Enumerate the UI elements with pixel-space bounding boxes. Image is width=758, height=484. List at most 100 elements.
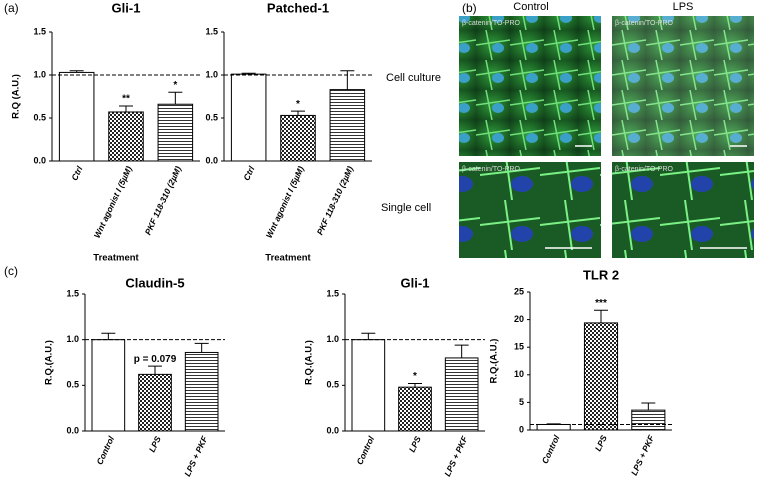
- y-tick-label: 25: [514, 286, 524, 296]
- bar: [398, 386, 432, 432]
- column-label: Control: [513, 1, 548, 13]
- y-tick-label: 1.5: [205, 26, 218, 36]
- y-axis-label: R.Q.(A.U.): [44, 340, 55, 385]
- y-axis-label: R.Q (A.U.): [11, 74, 22, 119]
- image-caption: β-catenin/TO-PRO: [615, 20, 674, 27]
- x-tick-label: LPS: [407, 434, 423, 454]
- y-tick-label: 10: [514, 369, 524, 379]
- bar: [184, 351, 219, 432]
- row-label: Single cell: [381, 202, 431, 214]
- x-tick-label: Wnt agonist I (5µM): [92, 164, 134, 239]
- image-caption: β-catenin/TO-PRO: [615, 166, 674, 173]
- y-tick-label: 0.5: [66, 380, 79, 390]
- y-tick-label: 0.0: [326, 425, 339, 435]
- y-tick-label: 1.0: [205, 69, 218, 79]
- error-bar: [241, 72, 256, 75]
- x-tick-label: PKF 118-310 (2µM): [315, 164, 356, 236]
- x-tick-label: Wnt agonist I (5µM): [264, 164, 306, 239]
- error-bar: [340, 70, 355, 90]
- bar: [91, 339, 126, 432]
- error-bar: [546, 423, 561, 425]
- chart-title: TLR 2: [583, 267, 619, 282]
- micrograph: [612, 162, 754, 258]
- x-tick-label: Ctrl: [69, 164, 85, 182]
- chart-title: Claudin-5: [125, 275, 184, 290]
- micrograph: [459, 162, 601, 258]
- y-tick-label: 0.0: [33, 155, 46, 165]
- y-tick-label: 5: [519, 397, 524, 407]
- y-axis-label: R.Q.(A.U.): [489, 339, 500, 384]
- bar: [444, 357, 479, 432]
- y-tick-label: 1.0: [33, 69, 46, 79]
- bar: [280, 114, 316, 162]
- x-axis-label: Treatment: [265, 253, 311, 264]
- error-bar: [148, 365, 162, 375]
- error-bar: [168, 91, 183, 105]
- panel-label: (b): [462, 1, 477, 15]
- image-caption: β-catenin/TO-PRO: [462, 166, 521, 173]
- y-tick-label: 1.5: [326, 288, 339, 298]
- error-bar: [119, 105, 133, 112]
- x-tick-label: LPS + PKF: [442, 434, 470, 478]
- row-label: Cell culture: [386, 72, 441, 84]
- bar: [536, 423, 571, 431]
- panel-label: (c): [4, 264, 18, 278]
- error-bar: [291, 110, 305, 116]
- y-tick-label: 20: [514, 314, 524, 324]
- x-tick-label: Control: [354, 434, 376, 466]
- x-tick-label: LPS: [147, 434, 163, 454]
- significance-label: *: [296, 99, 300, 110]
- chart-title: Gli-1: [401, 275, 430, 290]
- bar: [351, 339, 386, 432]
- significance-label: p = 0.079: [134, 354, 177, 365]
- error-bar: [641, 402, 656, 411]
- error-bar: [194, 342, 209, 353]
- image-caption: β-catenin/TO-PRO: [462, 20, 521, 27]
- y-tick-label: 0.5: [33, 112, 46, 122]
- y-tick-label: 0.5: [205, 112, 218, 122]
- bar: [631, 409, 666, 431]
- significance-label: **: [122, 94, 130, 105]
- micrograph: [612, 16, 754, 156]
- error-bar: [361, 332, 376, 340]
- y-tick-label: 0: [519, 424, 524, 434]
- error-bar: [454, 344, 469, 358]
- bar: [583, 322, 619, 431]
- x-axis-label: Treatment: [93, 253, 139, 264]
- x-tick-label: Control: [540, 433, 562, 465]
- x-tick-label: LPS + PKF: [629, 433, 657, 477]
- x-tick-label: LPS: [593, 433, 609, 453]
- x-tick-label: LPS + PKF: [182, 434, 210, 478]
- y-tick-label: 0.0: [205, 155, 218, 165]
- chart-title: Gli-1: [112, 0, 141, 15]
- y-tick-label: 1.5: [33, 26, 46, 36]
- bar: [230, 73, 267, 162]
- error-bar: [69, 70, 84, 73]
- panel-label: (a): [4, 1, 19, 15]
- x-tick-label: PKF 118-310 (2µM): [143, 164, 184, 236]
- y-tick-label: 0.5: [326, 380, 339, 390]
- significance-label: ***: [595, 298, 607, 309]
- significance-label: *: [173, 80, 177, 91]
- y-tick-label: 1.0: [326, 334, 339, 344]
- y-tick-label: 1.5: [66, 288, 79, 298]
- y-tick-label: 1.0: [66, 334, 79, 344]
- column-label: LPS: [673, 1, 694, 13]
- y-axis-label: R.Q.(A.U.): [304, 340, 315, 385]
- micrograph: [459, 16, 601, 156]
- significance-label: *: [413, 371, 417, 382]
- bar: [58, 71, 95, 162]
- bar: [329, 89, 366, 162]
- x-tick-label: Control: [94, 434, 116, 466]
- bar: [157, 103, 194, 162]
- error-bar: [594, 309, 608, 323]
- bar: [108, 111, 144, 162]
- x-tick-label: Ctrl: [241, 164, 257, 182]
- chart-title: Patched-1: [267, 0, 329, 15]
- bar: [138, 373, 172, 432]
- y-tick-label: 0.0: [66, 425, 79, 435]
- error-bar: [408, 383, 422, 388]
- y-tick-label: 15: [514, 342, 524, 352]
- error-bar: [101, 332, 116, 340]
